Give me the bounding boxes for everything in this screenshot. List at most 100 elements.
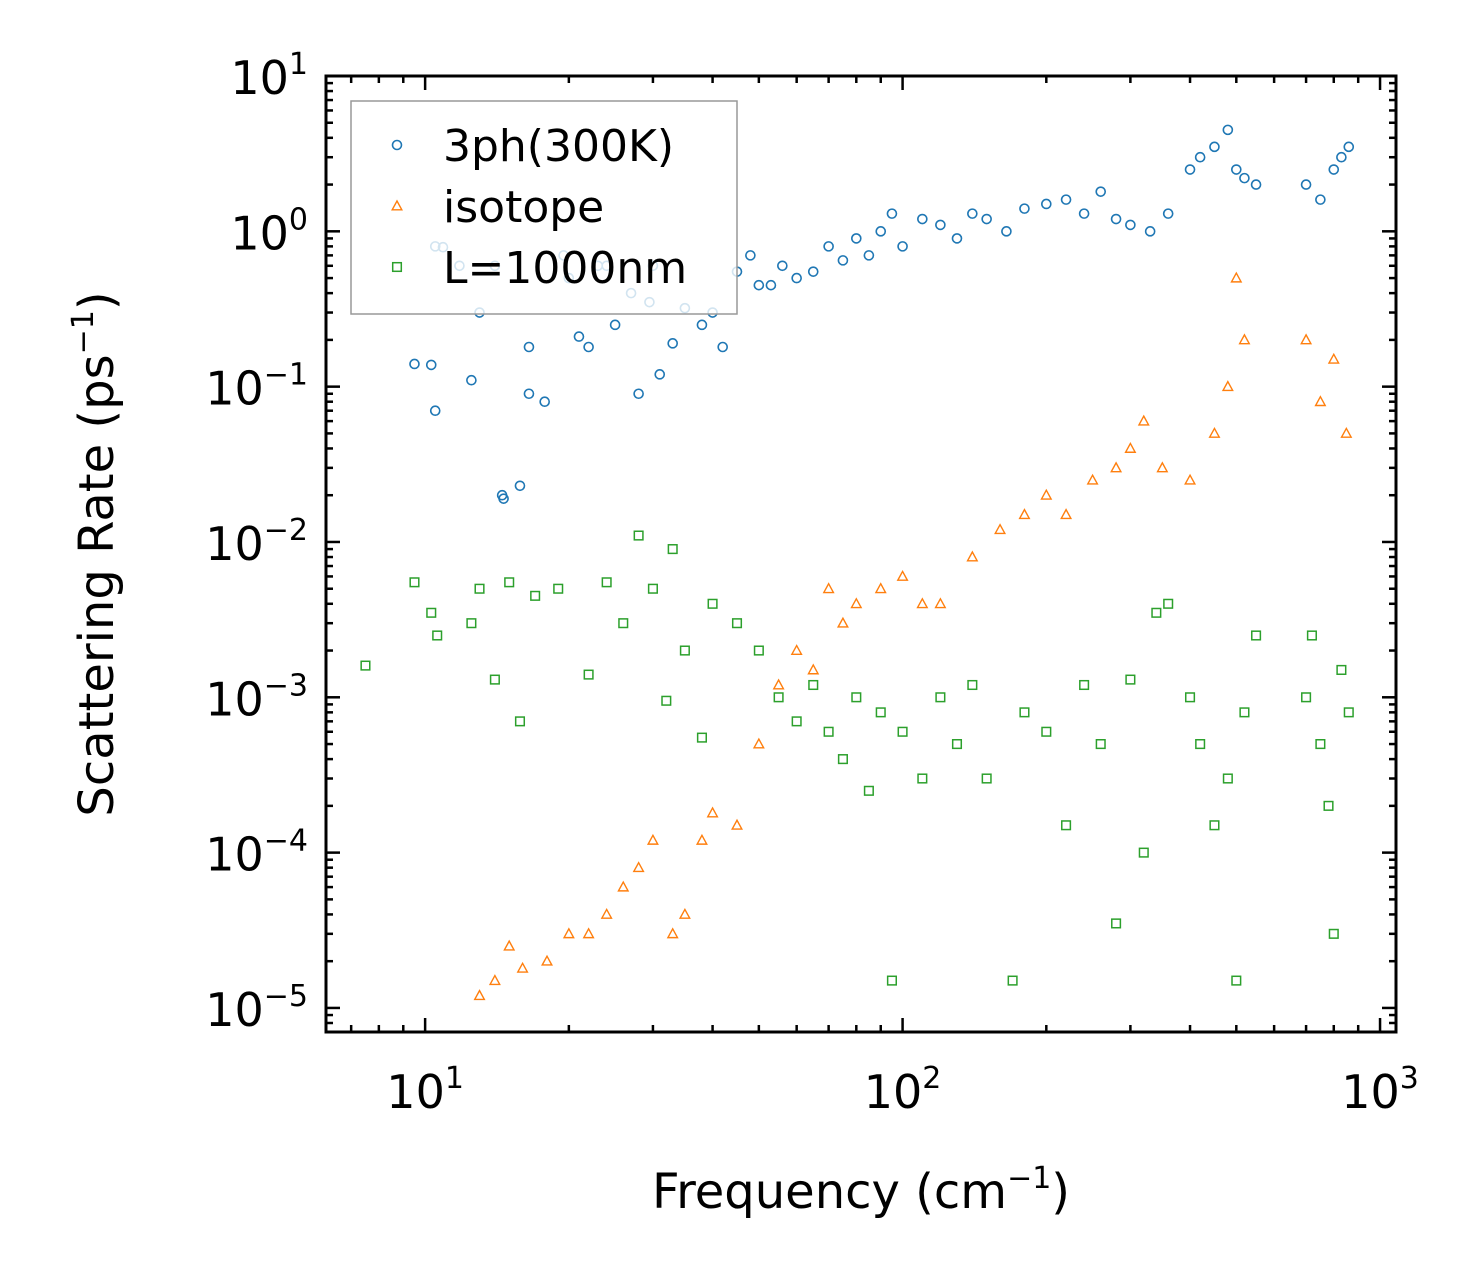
data-point (851, 233, 862, 244)
data-point (1184, 473, 1197, 485)
data-point (601, 577, 612, 588)
data-point (822, 582, 835, 594)
legend: 3ph(300K) isotope L=1000nm (350, 100, 738, 315)
data-point (1040, 488, 1053, 500)
data-point (1125, 674, 1136, 685)
data-point (1231, 164, 1242, 175)
data-point (474, 583, 485, 594)
data-point (967, 208, 978, 219)
data-point (1239, 707, 1250, 718)
data-point (489, 674, 500, 685)
x-tick-label: 102 (864, 1061, 942, 1119)
data-point (695, 833, 708, 845)
data-point (886, 208, 898, 219)
data-point (1110, 461, 1123, 473)
data-point (874, 582, 887, 594)
data-point (633, 388, 644, 400)
legend-triangle-icon (391, 199, 403, 211)
data-point (706, 806, 719, 818)
data-point (1209, 820, 1220, 831)
y-tick-label: 10−3 (205, 668, 308, 726)
data-point (678, 907, 691, 919)
data-point (875, 707, 886, 718)
data-point (1163, 598, 1174, 609)
data-point (917, 213, 928, 225)
data-point (600, 907, 613, 919)
data-point (1221, 380, 1234, 392)
data-point (790, 644, 803, 656)
x-tick-label: 103 (1341, 1061, 1419, 1119)
data-point (541, 954, 553, 966)
data-point (1156, 461, 1169, 473)
data-point (773, 692, 784, 703)
data-point (667, 338, 678, 349)
data-point (1001, 226, 1012, 237)
data-point (1060, 508, 1073, 520)
data-point (897, 726, 908, 737)
legend-square-icon (391, 261, 403, 273)
data-point (1251, 630, 1262, 641)
data-point (1144, 226, 1156, 237)
data-point (432, 630, 443, 641)
data-point (1230, 271, 1243, 283)
data-point (994, 523, 1007, 535)
data-point (696, 732, 707, 743)
data-point (875, 226, 887, 237)
data-point (1314, 395, 1327, 407)
data-point (745, 250, 756, 261)
data-point (1343, 141, 1355, 153)
data-point (666, 927, 679, 939)
data-point (837, 754, 848, 765)
legend-item: 3ph(300K) (391, 121, 674, 172)
data-point (1306, 630, 1317, 641)
data-point (1231, 975, 1242, 986)
data-point (523, 388, 535, 400)
data-point (1328, 928, 1339, 939)
data-point (617, 880, 630, 892)
data-point (1018, 508, 1031, 520)
data-point (582, 927, 595, 939)
data-point (1184, 692, 1196, 703)
x-tick-label: 101 (386, 1061, 464, 1119)
data-point (514, 716, 526, 727)
data-point (1041, 726, 1052, 737)
data-point (679, 645, 690, 656)
plot-points (360, 124, 1355, 1001)
data-point (498, 493, 509, 504)
data-point (618, 618, 629, 629)
data-point (1222, 773, 1233, 784)
data-point (1138, 847, 1149, 858)
data-point (777, 260, 788, 272)
data-point (897, 241, 908, 252)
data-point (807, 663, 820, 675)
y-tick-label: 10−2 (205, 513, 308, 571)
data-point (1162, 208, 1174, 219)
data-point (808, 679, 819, 691)
data-point (934, 597, 947, 609)
data-point (1137, 414, 1150, 426)
data-point (1095, 739, 1106, 750)
legend-item: isotope (391, 182, 604, 233)
data-point (514, 480, 526, 492)
data-point (1315, 739, 1326, 750)
data-point (1323, 800, 1334, 811)
data-point (772, 678, 785, 690)
data-point (573, 331, 585, 342)
data-point (807, 266, 819, 277)
data-point (583, 669, 594, 680)
data-point (753, 645, 764, 656)
data-point (562, 927, 575, 939)
data-point (1239, 172, 1250, 184)
data-point (836, 616, 849, 628)
legend-label: isotope (443, 182, 604, 233)
data-point (466, 374, 477, 386)
data-point (717, 341, 729, 353)
data-point (1340, 426, 1353, 438)
legend-box (350, 100, 738, 315)
y-tick-label: 10−5 (205, 979, 308, 1037)
data-point (609, 319, 621, 331)
data-point (523, 341, 535, 353)
data-point (1007, 975, 1018, 986)
data-point (1041, 198, 1052, 210)
